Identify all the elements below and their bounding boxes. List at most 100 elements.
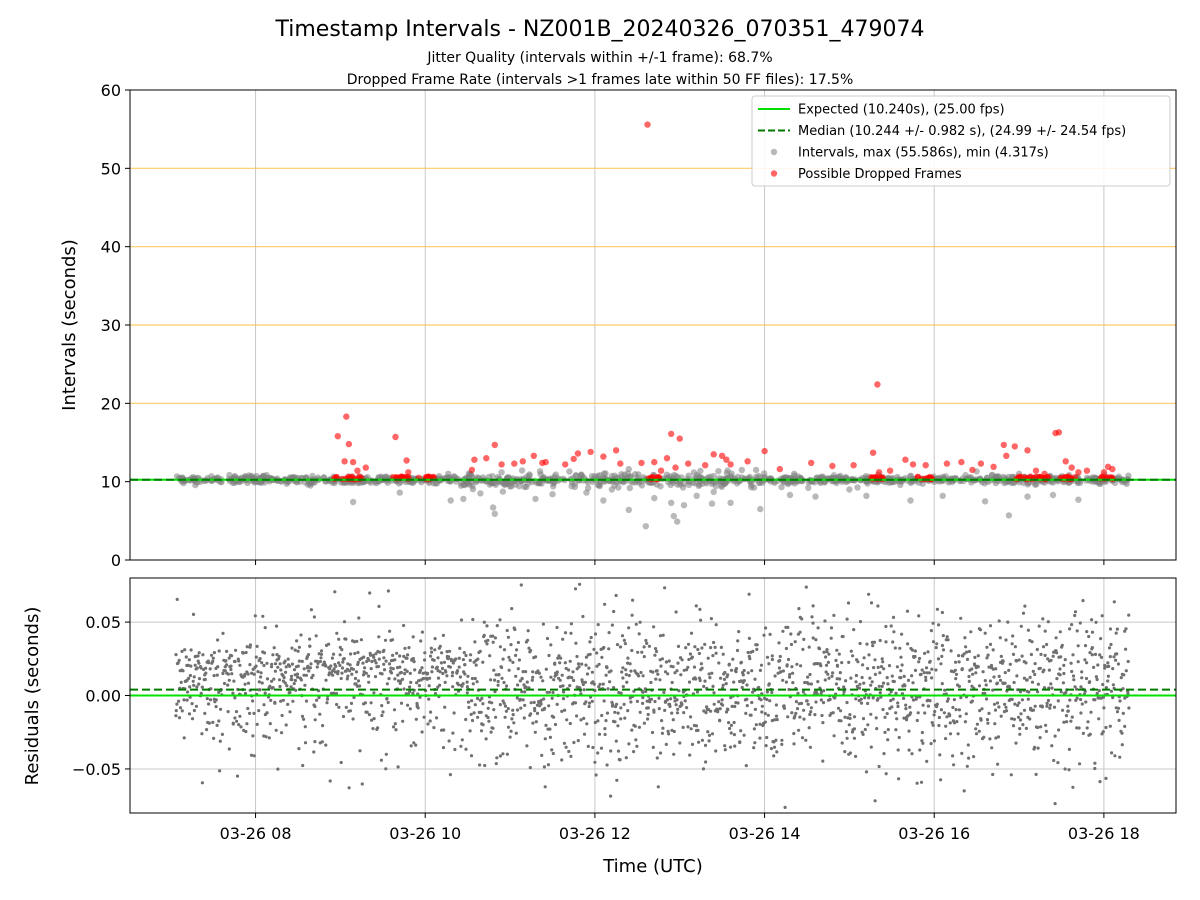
residual-point xyxy=(807,645,811,649)
residual-point xyxy=(849,676,853,680)
residual-point xyxy=(348,709,352,713)
residual-point xyxy=(791,671,795,675)
residual-point xyxy=(309,662,313,666)
residual-point xyxy=(687,680,692,684)
residual-point xyxy=(941,648,946,652)
residual-point xyxy=(593,688,597,693)
residual-point xyxy=(724,682,728,686)
residual-point xyxy=(324,678,328,682)
residual-point xyxy=(945,635,949,639)
dropped-frame-point xyxy=(829,462,836,470)
residual-point xyxy=(1107,664,1111,669)
residual-point xyxy=(873,799,877,803)
residual-point xyxy=(644,638,648,643)
residual-point xyxy=(983,631,987,635)
residual-point xyxy=(248,643,252,647)
residual-point xyxy=(1025,678,1029,682)
residual-point xyxy=(584,663,588,667)
residual-point xyxy=(1108,724,1112,728)
residual-point xyxy=(526,638,530,642)
residual-point xyxy=(1046,698,1051,703)
residual-point xyxy=(420,630,424,634)
residual-point xyxy=(846,601,851,605)
residual-point xyxy=(935,705,939,709)
residual-point xyxy=(251,734,255,738)
interval-point xyxy=(602,470,609,477)
residual-point xyxy=(334,691,339,696)
residual-point xyxy=(827,652,831,656)
dropped-frame-point xyxy=(471,456,478,463)
residual-point xyxy=(289,685,293,689)
residual-point xyxy=(723,748,727,752)
residual-point xyxy=(483,763,487,768)
residual-point xyxy=(179,680,183,685)
residual-point xyxy=(364,671,368,675)
residual-point xyxy=(377,657,381,661)
residual-point xyxy=(792,742,796,746)
residual-point xyxy=(917,660,921,664)
residual-point xyxy=(1088,680,1092,684)
residual-point xyxy=(284,723,288,727)
residual-point xyxy=(641,690,645,694)
residual-point xyxy=(562,741,567,745)
residual-point xyxy=(184,655,188,659)
residual-point xyxy=(675,698,679,702)
residual-point xyxy=(384,767,388,771)
residual-point xyxy=(175,597,179,602)
residual-point xyxy=(468,658,472,663)
residual-point xyxy=(781,678,785,682)
residual-point xyxy=(1045,704,1049,708)
residual-point xyxy=(193,663,197,667)
residual-point xyxy=(1048,703,1052,707)
residual-point xyxy=(438,644,442,648)
residual-point xyxy=(899,655,903,659)
residual-point xyxy=(1086,720,1090,724)
residual-point xyxy=(1085,630,1089,634)
residual-point xyxy=(243,691,248,696)
residual-point xyxy=(598,682,602,686)
interval-point xyxy=(518,467,526,474)
residual-point xyxy=(498,618,502,622)
residual-point xyxy=(742,668,746,673)
residual-point xyxy=(980,707,984,711)
residual-point xyxy=(672,752,676,756)
residual-point xyxy=(399,670,403,675)
residual-point xyxy=(910,752,914,756)
x-axis-label: Time (UTC) xyxy=(602,856,703,877)
residual-point xyxy=(852,628,856,632)
residual-point xyxy=(387,677,391,681)
residual-point xyxy=(486,706,490,710)
residual-points xyxy=(174,582,1131,810)
residual-point xyxy=(759,698,763,702)
residual-point xyxy=(531,670,535,674)
residual-point xyxy=(634,738,638,742)
residual-point xyxy=(567,749,571,754)
residual-point xyxy=(588,652,592,656)
interval-point xyxy=(707,473,714,480)
x-tick-label-03-26 14: 03-26 14 xyxy=(729,824,801,843)
residual-point xyxy=(1045,642,1049,647)
residual-point xyxy=(218,769,222,773)
residual-point xyxy=(325,701,329,705)
residual-point xyxy=(723,670,727,675)
residual-point xyxy=(522,716,526,720)
residual-point xyxy=(207,702,211,706)
residual-point xyxy=(565,718,569,722)
residual-point xyxy=(211,720,215,725)
residual-point xyxy=(263,626,267,630)
residual-point xyxy=(572,678,576,683)
interval-point xyxy=(523,473,531,480)
residual-point xyxy=(621,676,625,680)
residual-point xyxy=(428,719,432,723)
residual-point xyxy=(417,679,421,683)
residual-point xyxy=(831,711,835,715)
residual-point xyxy=(543,737,547,741)
residual-point xyxy=(962,789,966,793)
residual-point xyxy=(571,670,575,674)
residual-point xyxy=(739,729,743,733)
residual-point xyxy=(1038,736,1042,740)
residual-point xyxy=(360,782,364,786)
residual-point xyxy=(1059,655,1063,659)
dropped-frame-point xyxy=(657,467,665,474)
residual-point xyxy=(224,659,228,663)
